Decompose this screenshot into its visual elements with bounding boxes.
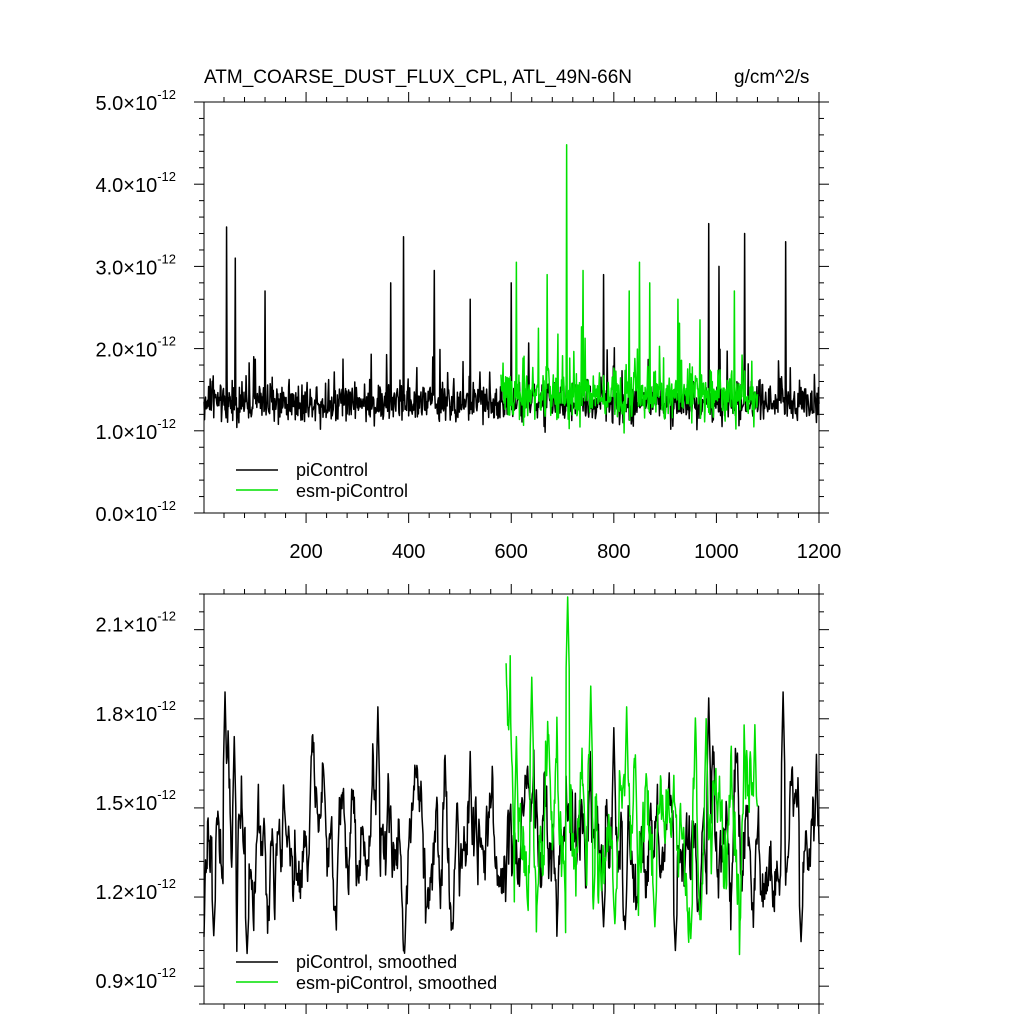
top-y-tick-label: 2.0×10-12 <box>95 334 176 362</box>
bottom-legend: piControl, smoothed esm-piControl, smoot… <box>236 952 497 993</box>
bottom-y-tick-label: 2.1×10-12 <box>95 609 176 637</box>
top-series-group <box>203 143 820 434</box>
top-y-tick-label: 4.0×10-12 <box>95 169 176 197</box>
bottom-y-tick-label: 1.2×10-12 <box>95 876 176 904</box>
bottom-axis-ticks <box>194 584 829 1014</box>
top-x-tick-label: 600 <box>495 541 528 563</box>
top-y-tick-label: 5.0×10-12 <box>95 87 176 115</box>
bottom-y-tick-labels: 0.9×10-12 1.2×10-12 1.5×10-12 1.8×10-12 2.1×… <box>95 609 176 994</box>
bottom-y-tick-label: 1.5×10-12 <box>95 787 176 815</box>
legend-label-picontrol-smoothed: piControl, smoothed <box>296 952 457 972</box>
bottom-series-line-picontrol-smoothed <box>203 691 820 955</box>
chart-title: ATM_COARSE_DUST_FLUX_CPL, ATL_49N-66N <box>204 67 632 88</box>
top-panel: 0.0×10-12 1.0×10-12 2.0×10-12 3.0×10-12 4.0×… <box>95 87 841 563</box>
top-x-tick-label: 800 <box>597 541 630 563</box>
top-y-tick-label: 0.0×10-12 <box>95 498 176 526</box>
legend-label-esm-picontrol: esm-piControl <box>296 481 408 501</box>
legend-label-esm-picontrol-smoothed: esm-piControl, smoothed <box>296 973 497 993</box>
top-x-tick-label: 1000 <box>694 541 739 563</box>
bottom-series-line-esm-picontrol-smoothed <box>505 596 759 956</box>
top-y-tick-label: 1.0×10-12 <box>95 416 176 444</box>
top-x-tick-label: 400 <box>392 541 425 563</box>
chart-units: g/cm^2/s <box>734 67 809 88</box>
bottom-y-tick-label: 1.8×10-12 <box>95 698 176 726</box>
bottom-plot-frame <box>203 593 820 1005</box>
bottom-panel: 0.9×10-12 1.2×10-12 1.5×10-12 1.8×10-12 2.1×… <box>95 584 829 1014</box>
top-x-tick-labels: 200 400 600 800 1000 1200 <box>289 541 841 563</box>
top-y-tick-label: 3.0×10-12 <box>95 251 176 279</box>
top-series-line-esm-picontrol <box>500 143 759 434</box>
top-x-tick-label: 1200 <box>797 541 842 563</box>
bottom-y-tick-label: 0.9×10-12 <box>95 965 176 993</box>
top-y-tick-labels: 0.0×10-12 1.0×10-12 2.0×10-12 3.0×10-12 4.0×… <box>95 87 176 526</box>
legend-label-picontrol: piControl <box>296 460 368 480</box>
top-axis-ticks <box>194 92 829 523</box>
top-legend: piControl esm-piControl <box>236 460 408 501</box>
top-x-tick-label: 200 <box>289 541 322 563</box>
bottom-series-group <box>203 596 820 956</box>
